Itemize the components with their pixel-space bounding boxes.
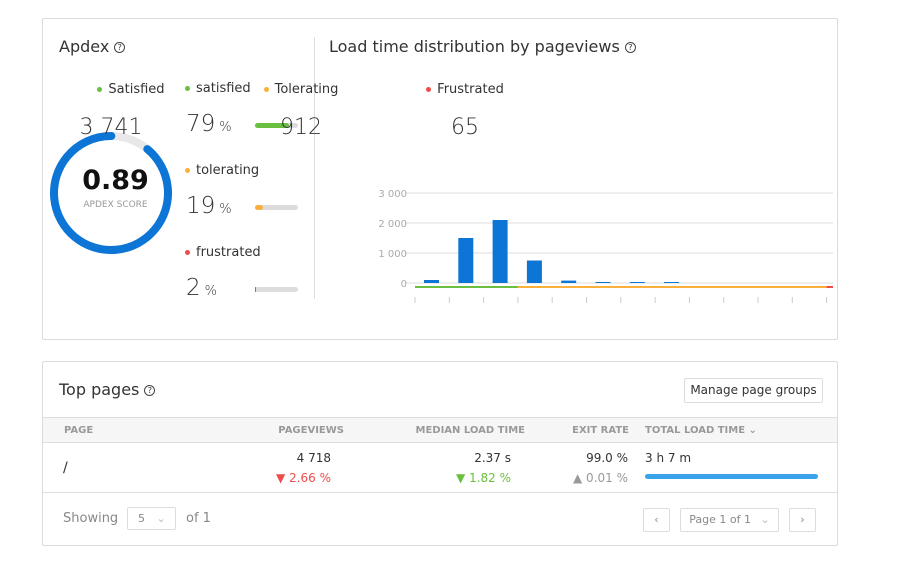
column-total-load-time-label: TOTAL LOAD TIME bbox=[645, 425, 746, 436]
segment-satisfied-percent: 79% bbox=[186, 111, 232, 137]
page-size-value: 5 bbox=[138, 512, 145, 525]
y-tick-label: 0 bbox=[401, 279, 407, 290]
bar[interactable] bbox=[561, 280, 577, 283]
zone-line bbox=[517, 286, 827, 288]
bar[interactable] bbox=[629, 282, 645, 283]
bar[interactable] bbox=[492, 220, 508, 283]
top-pages-title-text: Top pages bbox=[59, 380, 140, 399]
manage-page-groups-button[interactable]: Manage page groups bbox=[684, 378, 823, 403]
median-change: ▼ 1.82 % bbox=[456, 471, 511, 485]
legend-satisfied: Satisfied bbox=[71, 82, 191, 97]
y-tick-label: 1 000 bbox=[378, 249, 407, 260]
prev-page-button[interactable]: ‹ bbox=[643, 508, 670, 532]
segment-label-text: satisfied bbox=[196, 81, 251, 96]
total-load-time-bar bbox=[645, 474, 818, 479]
status-dot-icon bbox=[185, 250, 190, 255]
help-icon[interactable]: ? bbox=[114, 42, 126, 53]
segment-tolerating-bar bbox=[255, 205, 298, 210]
legend-tolerating: Tolerating bbox=[241, 82, 361, 97]
pageviews: 4 718 bbox=[296, 451, 331, 465]
top-pages-card: Top pages? Manage page groups PAGE PAGEV… bbox=[42, 361, 838, 546]
segment-satisfied-bar bbox=[255, 123, 298, 128]
segment-tolerating-percent: 19% bbox=[186, 193, 232, 219]
status-dot-icon bbox=[97, 87, 103, 92]
help-icon[interactable]: ? bbox=[624, 42, 636, 53]
status-dot-icon bbox=[426, 87, 432, 92]
sort-down-icon: ⌄ bbox=[748, 425, 757, 436]
help-icon[interactable]: ? bbox=[144, 385, 156, 396]
legend-tolerating-count: 912 bbox=[280, 115, 322, 140]
segment-frustrated-percent: 2% bbox=[186, 275, 217, 301]
page-size-select[interactable]: 5 ⌄ bbox=[127, 507, 176, 530]
page-select[interactable]: Page 1 of 1 ⌄ bbox=[680, 508, 779, 532]
legend-satisfied-count: 3 741 bbox=[79, 115, 143, 140]
table-header: PAGE PAGEVIEWS MEDIAN LOAD TIME EXIT RAT… bbox=[43, 417, 837, 443]
segment-frustrated-bar bbox=[255, 287, 298, 292]
status-dot-icon bbox=[185, 168, 190, 173]
median-load-time: 2.37 s bbox=[474, 451, 511, 465]
zone-line bbox=[826, 286, 833, 288]
apdex-score: 0.89 bbox=[82, 165, 149, 196]
percent-value: 19 bbox=[186, 193, 216, 219]
column-exit-rate[interactable]: EXIT RATE bbox=[572, 425, 629, 436]
segment-label-text: frustrated bbox=[196, 245, 261, 260]
column-total-load-time[interactable]: TOTAL LOAD TIME ⌄ bbox=[645, 425, 757, 436]
status-dot-icon bbox=[263, 87, 269, 92]
showing-label: Showing bbox=[63, 511, 119, 526]
apdex-title: Apdex? bbox=[59, 37, 126, 56]
next-page-button[interactable]: › bbox=[789, 508, 816, 532]
percent-value: 2 bbox=[186, 275, 201, 301]
zone-line bbox=[415, 286, 518, 288]
column-page[interactable]: PAGE bbox=[64, 425, 94, 436]
status-dot-icon bbox=[185, 86, 190, 91]
distribution-title: Load time distribution by pageviews? bbox=[329, 37, 636, 56]
column-pageviews[interactable]: PAGEVIEWS bbox=[278, 425, 344, 436]
distribution-title-text: Load time distribution by pageviews bbox=[329, 37, 620, 56]
percent-unit: % bbox=[204, 284, 217, 299]
page-count: of 1 bbox=[186, 511, 211, 526]
percent-value: 79 bbox=[186, 111, 216, 137]
percent-unit: % bbox=[219, 120, 232, 135]
legend-label: Satisfied bbox=[108, 82, 165, 97]
y-tick-label: 2 000 bbox=[378, 219, 407, 230]
apdex-card: Apdex? 0.89 APDEX SCORE satisfied 79% to… bbox=[42, 18, 838, 340]
top-pages-title: Top pages? bbox=[59, 380, 156, 399]
legend-label: Frustrated bbox=[437, 82, 504, 97]
total-load-time: 3 h 7 m bbox=[645, 451, 692, 465]
page-path[interactable]: / bbox=[63, 460, 68, 476]
bar[interactable] bbox=[424, 280, 439, 283]
legend-frustrated-count: 65 bbox=[451, 115, 479, 140]
pageviews-change: ▼ 2.66 % bbox=[276, 471, 331, 485]
segment-satisfied-label: satisfied bbox=[185, 81, 251, 96]
bar[interactable] bbox=[526, 260, 542, 284]
apdex-gauge bbox=[50, 132, 172, 254]
legend-frustrated: Frustrated bbox=[405, 82, 525, 97]
exit-rate: 99.0 % bbox=[586, 451, 628, 465]
chevron-down-icon: ⌄ bbox=[156, 512, 166, 525]
y-tick-label: 3 000 bbox=[378, 189, 407, 200]
percent-unit: % bbox=[219, 202, 232, 217]
bar[interactable] bbox=[458, 238, 474, 283]
bar[interactable] bbox=[595, 282, 611, 283]
bar[interactable] bbox=[664, 282, 680, 283]
segment-tolerating-label: tolerating bbox=[185, 163, 259, 178]
apdex-title-text: Apdex bbox=[59, 37, 110, 56]
column-median-load-time[interactable]: MEDIAN LOAD TIME bbox=[415, 425, 526, 436]
chevron-down-icon: ⌄ bbox=[760, 513, 770, 526]
divider bbox=[314, 37, 315, 299]
segment-label-text: tolerating bbox=[196, 163, 260, 178]
apdex-score-label: APDEX SCORE bbox=[83, 200, 148, 210]
segment-frustrated-label: frustrated bbox=[185, 245, 261, 260]
table-row[interactable]: / 4 718 ▼ 2.66 % 2.37 s ▼ 1.82 % 99.0 % … bbox=[43, 443, 837, 493]
page-select-value: Page 1 of 1 bbox=[689, 513, 751, 526]
apdex-ring bbox=[50, 132, 172, 254]
exit-rate-change: ▲ 0.01 % bbox=[573, 471, 628, 485]
legend-label: Tolerating bbox=[274, 82, 339, 97]
